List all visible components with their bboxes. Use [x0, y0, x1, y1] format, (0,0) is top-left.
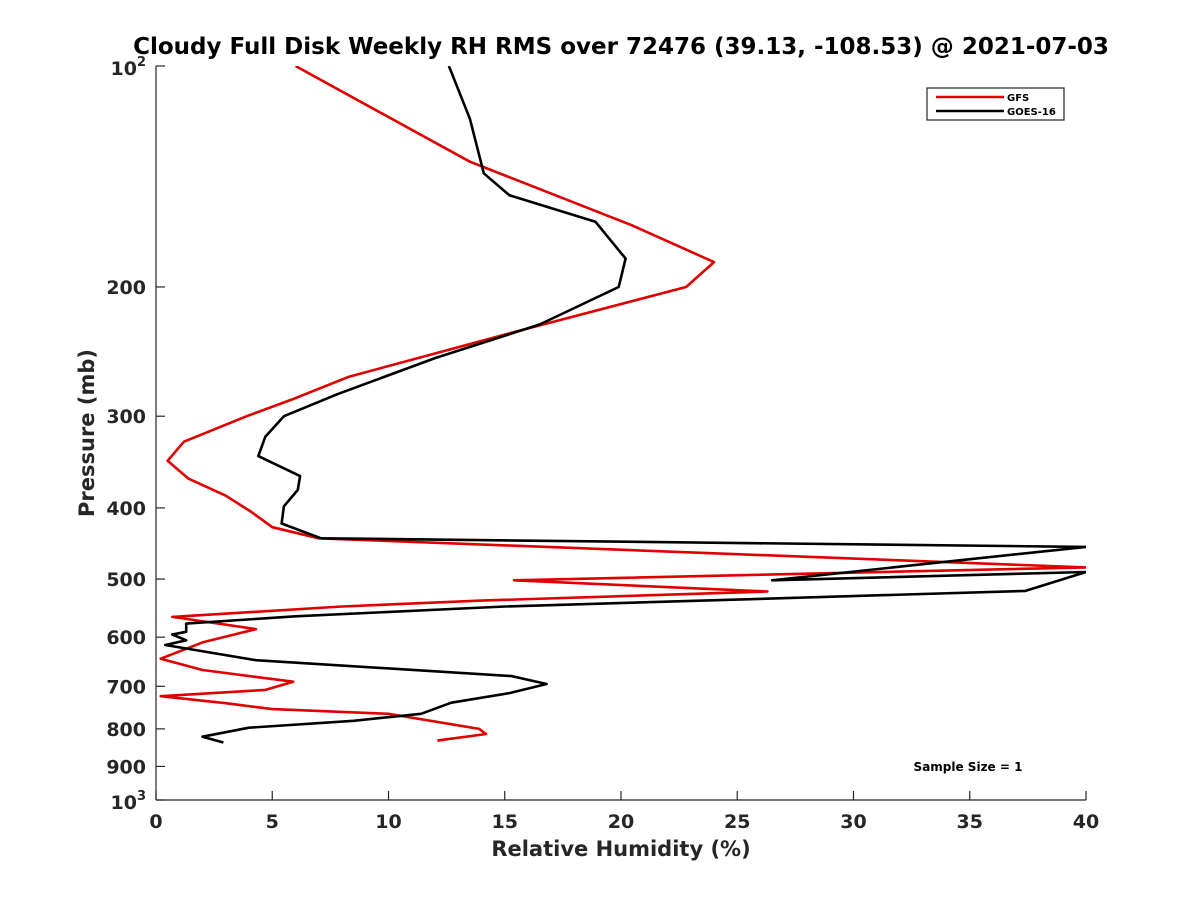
series-line-gfs: [159, 66, 1086, 742]
y-axis-label: Pressure (mb): [75, 349, 99, 517]
legend-label: GOES-16: [1007, 107, 1056, 118]
x-tick-label: 30: [840, 811, 866, 833]
y-tick-label-top: 102: [111, 55, 147, 80]
sample-size-annotation: Sample Size = 1: [914, 760, 1023, 774]
series-group: [159, 66, 1086, 744]
y-tick-label: 900: [106, 756, 146, 778]
x-tick-label: 20: [608, 811, 634, 833]
y-tick-label-bottom: 103: [111, 789, 147, 814]
x-tick-label: 10: [375, 811, 401, 833]
x-tick-label: 0: [149, 811, 162, 833]
y-tick-label: 600: [106, 627, 146, 649]
chart-title: Cloudy Full Disk Weekly RH RMS over 7247…: [133, 34, 1109, 60]
series-line-goes-16: [164, 66, 1086, 744]
x-tick-label: 15: [492, 811, 518, 833]
y-tick-label: 800: [106, 719, 146, 741]
y-tick-label: 500: [106, 569, 146, 591]
x-tick-label: 5: [266, 811, 279, 833]
legend: GFS GOES-16: [926, 87, 1065, 121]
legend-box: [926, 87, 1065, 121]
x-axis-label: Relative Humidity (%): [491, 837, 750, 861]
x-tick-label: 40: [1073, 811, 1099, 833]
x-tick-label: 35: [957, 811, 983, 833]
y-tick-label: 700: [106, 676, 146, 698]
y-tick-label: 200: [106, 277, 146, 299]
x-axis: 0 5 10 15 20 25 30 35 40: [149, 791, 1099, 833]
y-tick-label: 400: [106, 498, 146, 520]
legend-label: GFS: [1007, 93, 1029, 104]
y-axis: 200 300 400 500 600 700 800 900 102 103: [106, 55, 165, 814]
y-tick-label: 300: [106, 406, 146, 428]
x-tick-label: 25: [724, 811, 750, 833]
